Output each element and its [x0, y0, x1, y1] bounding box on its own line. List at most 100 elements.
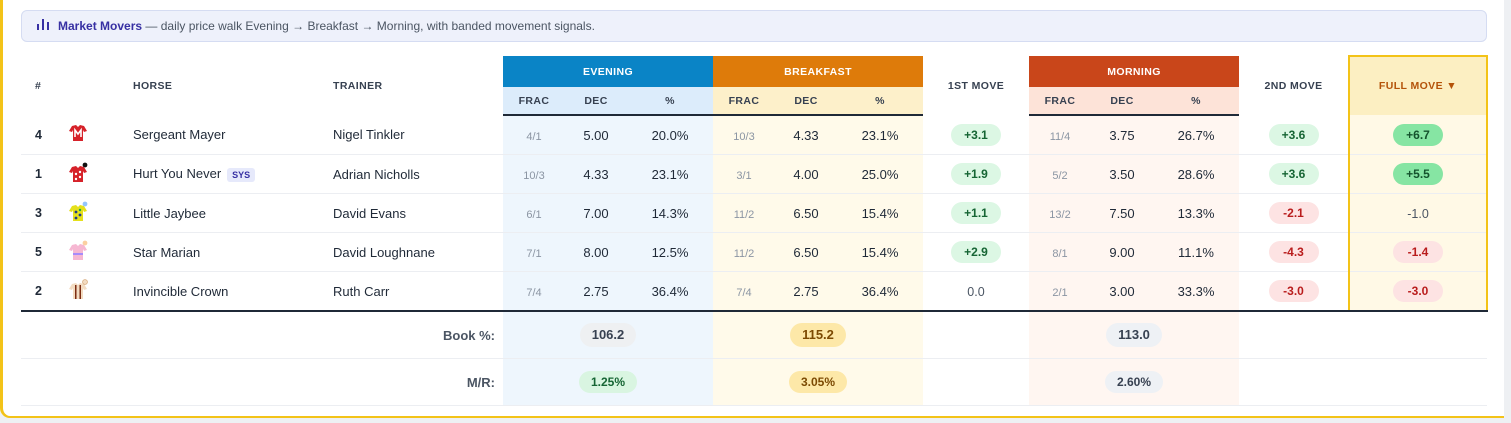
header-horse[interactable]: HORSE — [133, 56, 333, 115]
header-evening: EVENING — [503, 56, 713, 87]
horse-name[interactable]: Little Jaybee — [133, 206, 206, 221]
header-evening-pct[interactable]: % — [627, 87, 713, 115]
evening-frac: 4/1 — [526, 131, 541, 143]
header-second-move[interactable]: 2ND MOVE — [1239, 56, 1349, 115]
breakfast-dec: 4.33 — [793, 128, 818, 143]
table-row[interactable]: 3 Little Jaybee David Evans 6/1 7.00 14.3% 11/… — [21, 194, 1487, 233]
book-pct-morning: 113.0 — [1106, 323, 1162, 347]
table-row[interactable]: 4 Sergeant Mayer Nigel Tinkler 4/1 5.00 20.0%… — [21, 115, 1487, 155]
yellow-spots-icon — [67, 201, 89, 226]
evening-pct: 23.1% — [652, 167, 689, 182]
mr-morning: 2.60% — [1105, 371, 1163, 393]
evening-frac: 10/3 — [523, 170, 544, 182]
table-row[interactable]: 5 Star Marian David Loughnane 7/1 8.00 12.5% 1… — [21, 233, 1487, 272]
mr-label: M/R: — [21, 359, 503, 406]
bar-chart-icon — [36, 11, 50, 41]
header-silk — [57, 56, 133, 115]
morning-pct: 33.3% — [1178, 284, 1215, 299]
beige-braces-icon — [67, 279, 89, 304]
first-move: +2.9 — [951, 241, 1001, 263]
header-morning-dec[interactable]: DEC — [1091, 87, 1153, 115]
evening-pct: 36.4% — [652, 284, 689, 299]
evening-dec: 7.00 — [583, 206, 608, 221]
header-breakfast-frac[interactable]: FRAC — [713, 87, 775, 115]
second-move: -2.1 — [1269, 202, 1319, 224]
morning-pct: 26.7% — [1178, 128, 1215, 143]
breakfast-pct: 36.4% — [862, 284, 899, 299]
morning-dec: 9.00 — [1109, 245, 1134, 260]
header-breakfast: BREAKFAST — [713, 56, 923, 87]
info-banner: Market Movers — daily price walk Evening… — [21, 10, 1487, 42]
evening-dec: 8.00 — [583, 245, 608, 260]
breakfast-dec: 4.00 — [793, 167, 818, 182]
table-row[interactable]: 1 Hurt You Never SYS Adrian Nicholls 10/3 4.3… — [21, 155, 1487, 194]
second-move: -4.3 — [1269, 241, 1319, 263]
morning-frac: 13/2 — [1049, 209, 1070, 221]
morning-frac: 11/4 — [1050, 131, 1071, 143]
full-move: -1.0 — [1407, 207, 1429, 221]
breakfast-dec: 6.50 — [793, 206, 818, 221]
horse-name[interactable]: Star Marian — [133, 245, 200, 260]
evening-frac: 6/1 — [526, 209, 541, 221]
market-movers-table: # HORSE TRAINER EVENING BREAKFAST 1ST MO… — [21, 55, 1488, 406]
evening-dec: 5.00 — [583, 128, 608, 143]
header-evening-frac[interactable]: FRAC — [503, 87, 565, 115]
full-move: +6.7 — [1393, 124, 1443, 146]
header-morning-frac[interactable]: FRAC — [1029, 87, 1091, 115]
breakfast-frac: 11/2 — [734, 209, 755, 221]
header-num[interactable]: # — [21, 56, 57, 115]
breakfast-pct: 25.0% — [862, 167, 899, 182]
breakfast-pct: 23.1% — [862, 128, 899, 143]
runner-number: 3 — [35, 206, 42, 220]
mr-breakfast: 3.05% — [789, 371, 847, 393]
first-move: +1.9 — [951, 163, 1001, 185]
breakfast-frac: 3/1 — [736, 170, 751, 182]
breakfast-frac: 7/4 — [736, 287, 751, 299]
evening-frac: 7/1 — [526, 248, 541, 260]
header-breakfast-dec[interactable]: DEC — [775, 87, 837, 115]
runner-number: 5 — [35, 245, 42, 259]
horse-name[interactable]: Sergeant Mayer — [133, 127, 226, 142]
evening-pct: 14.3% — [652, 206, 689, 221]
table-row[interactable]: 2 Invincible Crown Ruth Carr 7/4 2.75 36.4% 7/… — [21, 272, 1487, 312]
morning-pct: 13.3% — [1178, 206, 1215, 221]
full-move: +5.5 — [1393, 163, 1443, 185]
banner-text: — daily price walk Evening → Breakfast →… — [142, 19, 595, 33]
trainer-name: Adrian Nicholls — [333, 167, 420, 182]
morning-dec: 3.00 — [1109, 284, 1134, 299]
horse-name[interactable]: Hurt You Never — [133, 166, 221, 181]
morning-frac: 8/1 — [1052, 248, 1067, 260]
evening-dec: 2.75 — [583, 284, 608, 299]
header-evening-dec[interactable]: DEC — [565, 87, 627, 115]
evening-frac: 7/4 — [526, 287, 541, 299]
morning-frac: 5/2 — [1052, 170, 1067, 182]
morning-dec: 7.50 — [1109, 206, 1134, 221]
runner-number: 1 — [35, 167, 42, 181]
morning-dec: 3.75 — [1109, 128, 1134, 143]
sys-badge: SYS — [227, 168, 255, 182]
breakfast-dec: 6.50 — [793, 245, 818, 260]
second-move: +3.6 — [1269, 163, 1319, 185]
runner-number: 4 — [35, 128, 42, 142]
header-trainer[interactable]: TRAINER — [333, 56, 503, 115]
mr-evening: 1.25% — [579, 371, 637, 393]
breakfast-pct: 15.4% — [862, 206, 899, 221]
horse-name[interactable]: Invincible Crown — [133, 284, 228, 299]
morning-pct: 28.6% — [1178, 167, 1215, 182]
first-move: +1.1 — [951, 202, 1001, 224]
header-first-move[interactable]: 1ST MOVE — [923, 56, 1029, 115]
book-pct-evening: 106.2 — [580, 323, 637, 347]
breakfast-frac: 10/3 — [733, 131, 754, 143]
morning-dec: 3.50 — [1109, 167, 1134, 182]
header-morning-pct[interactable]: % — [1153, 87, 1239, 115]
red-white-stars-icon — [67, 162, 89, 187]
first-move: 0.0 — [967, 285, 984, 299]
header-morning: MORNING — [1029, 56, 1239, 87]
red-jacket-white-m-icon — [67, 122, 89, 147]
header-breakfast-pct[interactable]: % — [837, 87, 923, 115]
pink-jacket-icon — [67, 240, 89, 265]
header-full-move[interactable]: FULL MOVE ▼ — [1349, 56, 1487, 115]
first-move: +3.1 — [951, 124, 1001, 146]
runner-number: 2 — [35, 284, 42, 298]
